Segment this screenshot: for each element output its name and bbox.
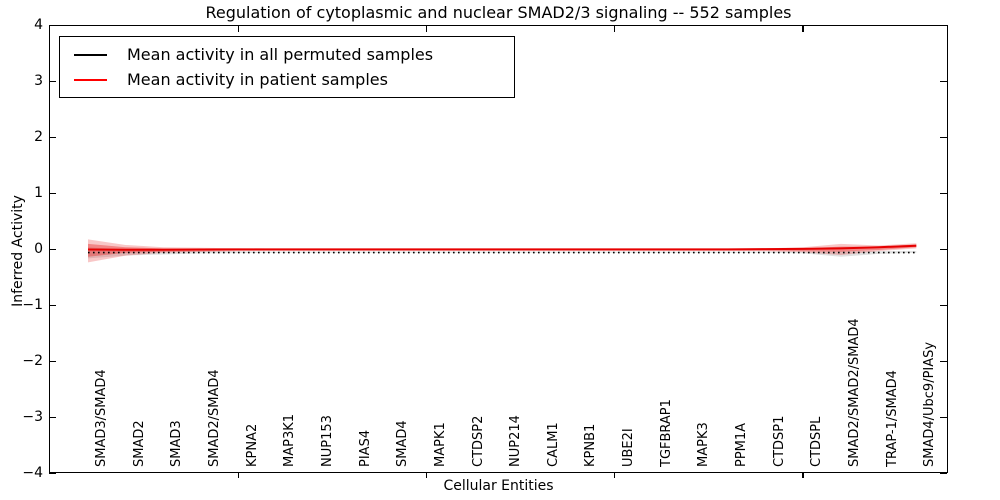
x-category-label: CTDSP2 [470,415,486,467]
y-tick-mark [49,361,56,363]
y-tick-mark [49,137,56,139]
chart-canvas [87,239,917,263]
legend-label: Mean activity in all permuted samples [127,44,434,64]
legend-item-permuted: Mean activity in all permuted samples [74,44,514,64]
x-category-label: NUP153 [319,415,335,467]
y-tick-mark [49,193,56,195]
y-tick-mark-right [940,305,947,307]
y-tick-mark-right [940,193,947,195]
y-tick-mark-right [940,417,947,419]
x-category-label: KPNA2 [244,423,260,467]
x-tick-mark-bottom [425,472,428,478]
y-tick-mark [49,417,56,419]
y-tick-label: −1 [22,297,43,313]
x-category-label: SMAD4 [395,420,411,467]
y-tick-label: 0 [34,241,43,257]
y-tick-mark-right [940,361,947,363]
x-tick-mark-top [614,25,616,32]
chart-title: Regulation of cytoplasmic and nuclear SM… [205,3,792,22]
x-category-label: MAP3K1 [282,413,298,467]
red-line-sample-icon [74,78,107,81]
y-tick-label: −3 [22,409,43,425]
x-category-label: MAPK1 [432,422,448,467]
x-category-label: PPM1A [734,422,750,467]
x-category-label: CTDSP1 [771,415,787,467]
y-tick-mark [49,25,56,27]
permuted-samples-spread-band [88,247,917,259]
patient-confidence-outer-band [88,239,917,263]
x-category-label: NUP214 [508,415,524,467]
y-tick-label: 2 [34,129,43,145]
y-tick-mark-right [940,81,947,83]
y-tick-label: 3 [34,73,43,89]
x-category-label: CALM1 [545,422,561,467]
y-tick-mark [49,473,56,475]
x-category-label: SMAD3 [169,420,185,467]
x-tick-mark-top [802,25,804,32]
y-tick-label: 4 [34,17,43,33]
x-category-label: SMAD3/SMAD4 [94,369,109,467]
y-tick-mark-right [940,137,947,139]
y-tick-mark-right [940,473,947,475]
x-category-label: TRAP-1/SMAD4 [884,370,900,467]
y-tick-mark-right [940,25,947,27]
y-tick-label: 1 [34,185,43,201]
y-tick-mark [49,81,56,83]
legend-item-patient: Mean activity in patient samples [74,69,514,89]
x-category-label: CTDSPL [809,416,825,467]
x-tick-mark-bottom [802,472,804,478]
y-tick-label: −4 [22,465,43,481]
plot-area [49,25,948,473]
x-category-label: MAPK3 [696,422,712,467]
x-category-label: TGFBRAP1 [658,399,674,467]
x-category-label: SMAD4/Ubc9/PIASy [922,341,938,467]
black-line-sample-icon [74,53,107,56]
y-tick-mark [49,305,56,307]
x-tick-mark-top [237,25,239,32]
legend-label: Mean activity in patient samples [127,69,388,89]
x-tick-mark-top [425,25,428,32]
x-category-label: SMAD2/SMAD2/SMAD4 [847,318,862,467]
x-category-label: KPNB1 [583,423,599,467]
x-tick-mark-bottom [614,472,616,478]
x-category-label: PIAS4 [357,429,373,467]
x-category-label: SMAD2 [131,420,147,467]
legend: Mean activity in all permuted samples Me… [59,36,515,98]
x-category-label: SMAD2/SMAD4 [206,369,222,467]
x-category-label: UBE2I [621,428,637,467]
x-axis-label: Cellular Entities [443,478,554,494]
patient-mean-line [87,244,917,251]
y-tick-mark [49,249,56,251]
y-tick-label: −2 [22,353,43,369]
y-tick-mark-right [940,249,947,251]
x-tick-mark-bottom [237,472,239,478]
